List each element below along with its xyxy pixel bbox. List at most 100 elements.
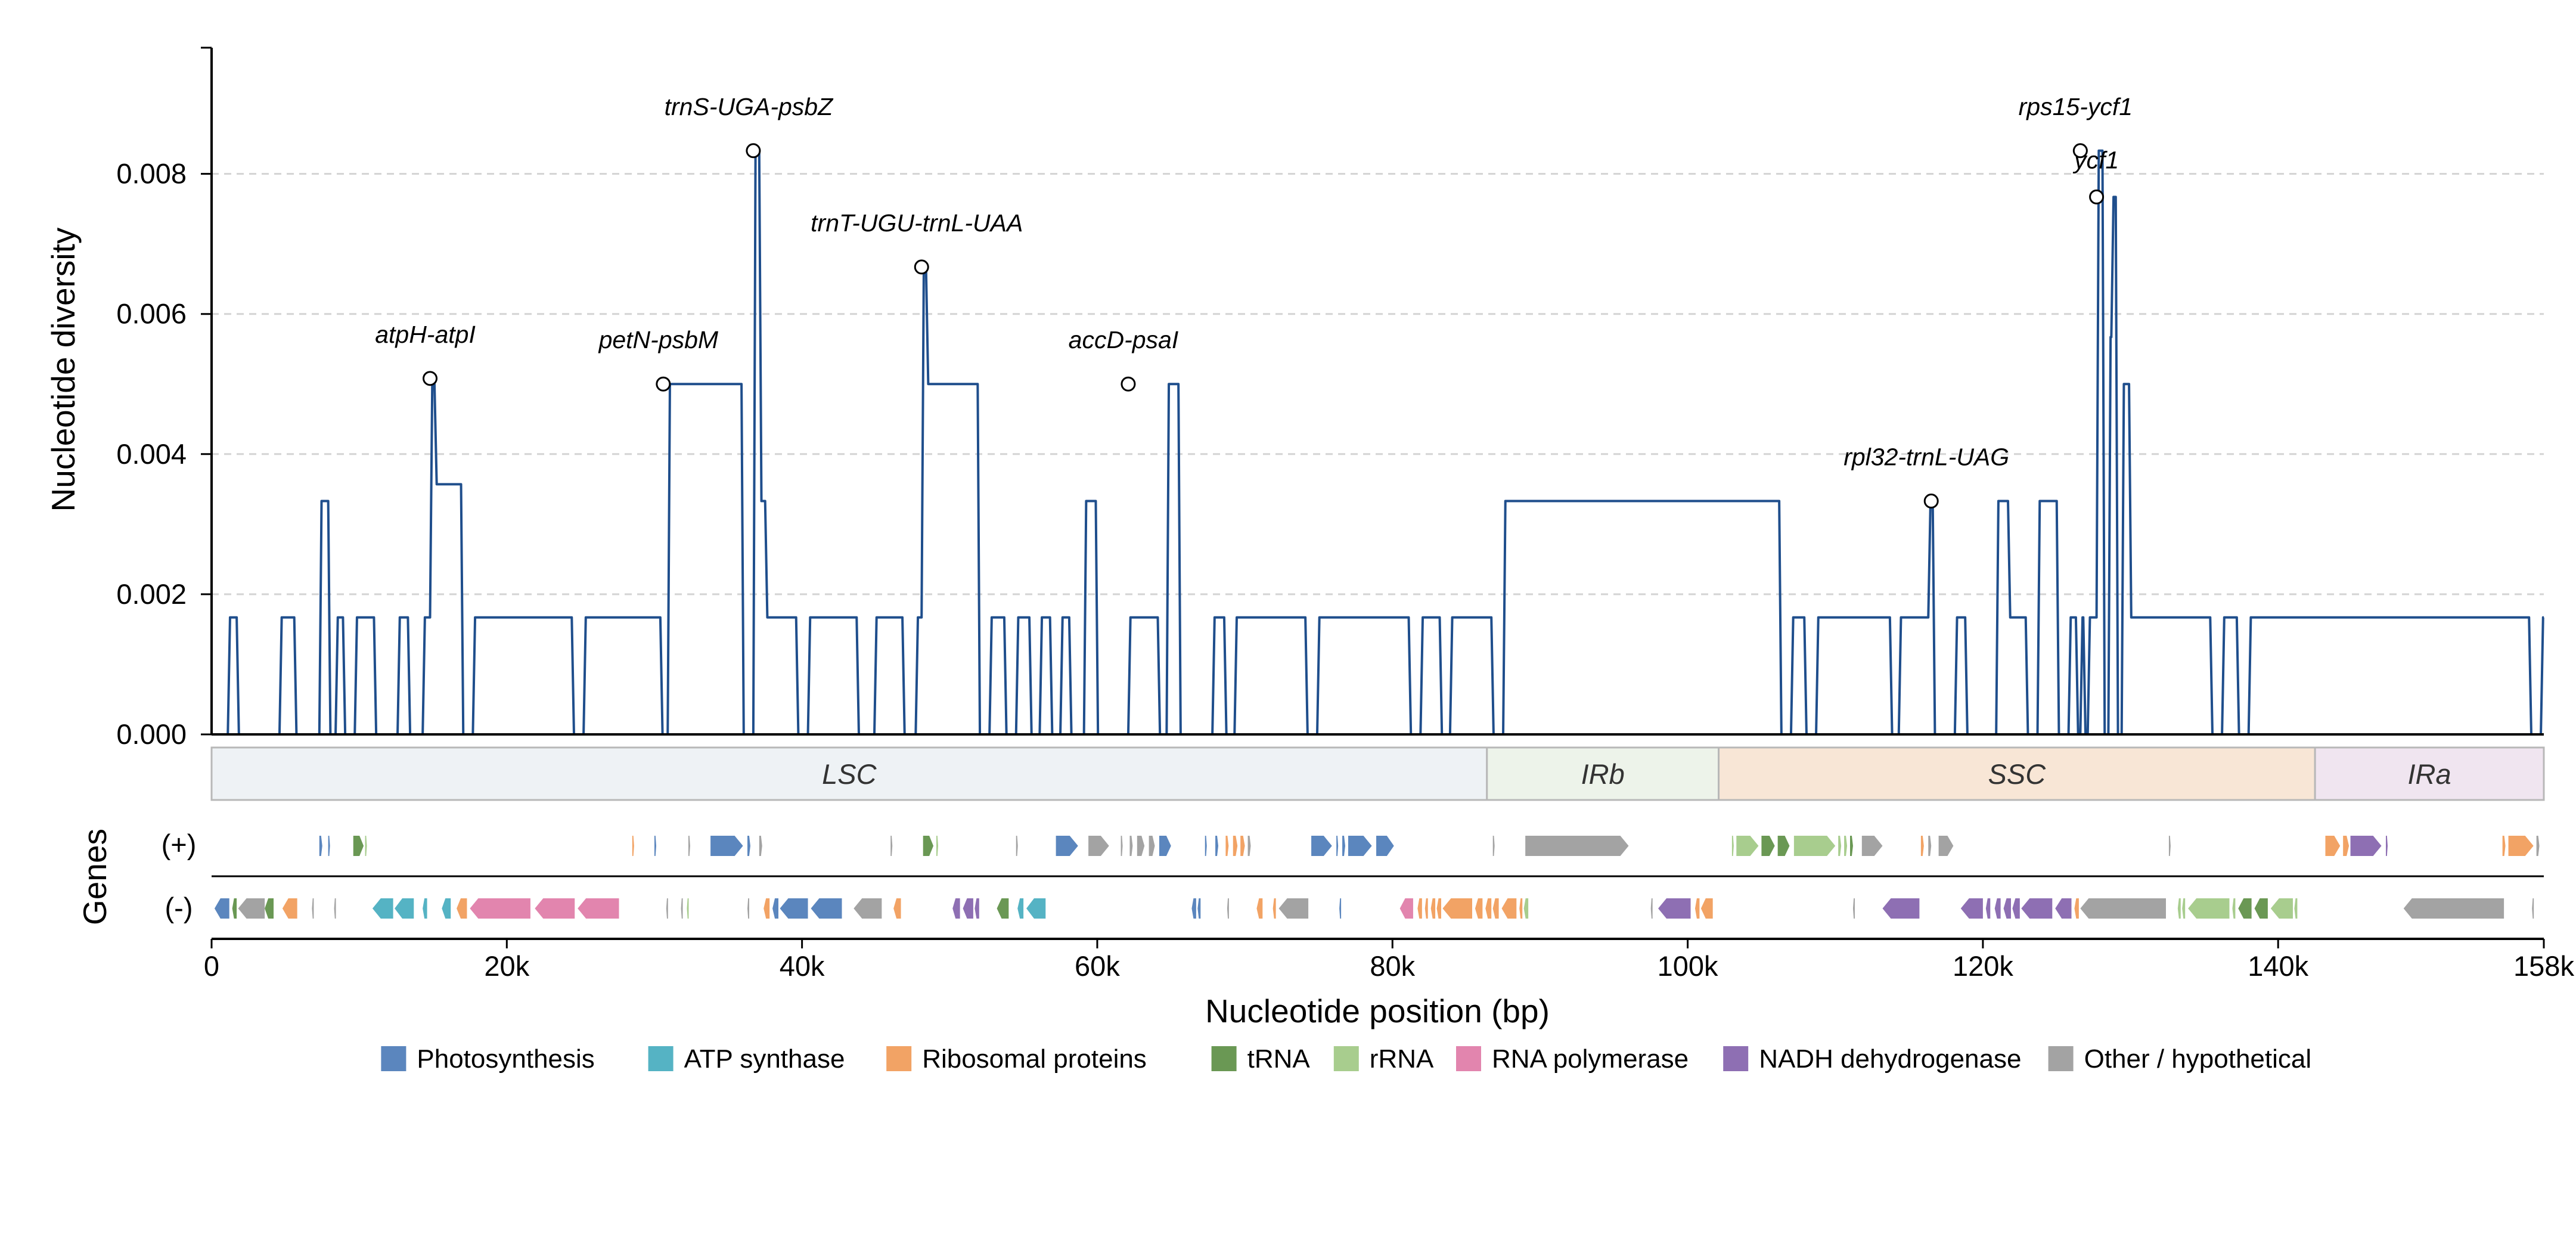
gene-plus	[1525, 836, 1629, 856]
x-tick-label: 158k	[2513, 950, 2574, 982]
gene-plus	[1149, 836, 1155, 856]
gene-minus	[2177, 898, 2181, 919]
gene-plus	[2508, 836, 2534, 856]
x-tick-label: 40k	[780, 950, 825, 982]
gene-plus	[936, 836, 939, 856]
gene-minus	[442, 898, 451, 919]
gene-minus	[1417, 898, 1422, 919]
gene-plus	[1731, 836, 1734, 856]
gene-minus	[2080, 898, 2166, 919]
legend-swatch-other	[2048, 1046, 2074, 1071]
peak-marker	[2089, 189, 2105, 204]
gene-minus	[1985, 898, 1991, 919]
gene-plus	[1920, 836, 1924, 856]
gene-minus	[470, 898, 530, 919]
minus-strand-label: (-)	[165, 892, 193, 923]
gene-plus	[632, 836, 634, 856]
x-axis-title: Nucleotide position (bp)	[1205, 993, 1550, 1029]
plus-strand-label: (+)	[162, 829, 197, 860]
peak-marker	[2072, 143, 2088, 159]
gene-plus	[1793, 836, 1836, 856]
gene-minus	[2294, 898, 2298, 919]
gene-minus	[1519, 898, 1523, 919]
gene-minus	[1197, 898, 1201, 919]
gene-minus	[457, 898, 467, 919]
legend-label-atp: ATP synthase	[684, 1044, 845, 1074]
region-ira	[2314, 746, 2545, 801]
gene-plus	[1492, 836, 1495, 856]
genes-axis-title: Genes	[76, 829, 113, 925]
gene-plus	[1233, 836, 1238, 856]
gene-plus	[1348, 836, 1372, 856]
legend-label-rrna: rRNA	[1370, 1044, 1434, 1074]
y-tick-label: 0.006	[116, 298, 187, 330]
gene-plus	[319, 836, 322, 856]
gene-plus	[1215, 836, 1219, 856]
x-tick-label: 20k	[484, 950, 529, 982]
gene-minus	[1700, 898, 1713, 919]
gene-minus	[687, 898, 689, 919]
gene-minus	[780, 898, 808, 919]
gene-plus	[1205, 836, 1207, 856]
gene-minus	[1430, 898, 1436, 919]
gene-minus	[312, 898, 314, 919]
gene-minus	[952, 898, 960, 919]
gene-minus	[1492, 898, 1499, 919]
gene-plus	[1777, 836, 1790, 856]
x-tick-label: 100k	[1658, 950, 1718, 982]
gene-minus	[1278, 898, 1309, 919]
gene-minus	[372, 898, 393, 919]
gene-minus	[1994, 898, 2001, 919]
gene-minus	[2238, 898, 2252, 919]
gene-plus	[1016, 836, 1018, 856]
peak-marker	[746, 143, 761, 159]
gene-plus	[654, 836, 656, 856]
legend-label-ndh: NADH dehydrogenase	[1759, 1044, 2021, 1074]
peak-markers: atpH-atpI petN-psbM trnS-UGA-psbZ trnT-UGU-…	[375, 93, 2133, 509]
gene-minus	[1399, 898, 1413, 919]
region-ssc	[1718, 746, 2316, 801]
gene-minus	[2270, 898, 2293, 919]
gene-plus	[688, 836, 690, 856]
gene-plus	[1376, 836, 1394, 856]
gene-minus	[666, 898, 668, 919]
gene-minus	[772, 898, 779, 919]
gene-plus	[1736, 836, 1759, 856]
gene-plus	[1247, 836, 1251, 856]
gene-plus	[2325, 836, 2341, 856]
gene-minus	[2188, 898, 2230, 919]
gene-plus	[2350, 836, 2382, 856]
gene-minus	[747, 898, 749, 919]
gene-minus	[997, 898, 1009, 919]
gridlines	[212, 173, 2544, 596]
x-tick-label: 60k	[1075, 950, 1120, 982]
gene-minus	[1852, 898, 1855, 919]
gene-plus	[365, 836, 367, 856]
legend-label-other: Other / hypothetical	[2084, 1044, 2312, 1074]
gene-plus	[1861, 836, 1883, 856]
gene-minus	[2074, 898, 2079, 919]
gene-plus	[1056, 836, 1078, 856]
gene-minus	[963, 898, 973, 919]
gene-minus	[2403, 898, 2504, 919]
peak-marker	[914, 259, 929, 275]
genome-region-band: LSC IRb SSC IRa	[210, 746, 2545, 801]
gene-plus	[1938, 836, 1954, 856]
gene-minus	[811, 898, 842, 919]
gene-minus	[395, 898, 414, 919]
gene-plus	[1311, 836, 1332, 856]
y-tick-label: 0.008	[116, 158, 187, 190]
region-label: IRa	[2407, 758, 2451, 790]
legend-label-rnap: RNA polymerase	[1492, 1044, 1689, 1074]
gene-minus	[764, 898, 770, 919]
legend-swatch-atp	[648, 1046, 674, 1071]
gene-plus	[2168, 836, 2171, 856]
gene-plus	[1240, 836, 1245, 856]
gene-minus	[423, 898, 427, 919]
gene-minus	[1273, 898, 1276, 919]
diversity-line	[212, 149, 2544, 736]
peak-marker	[1121, 376, 1136, 392]
gene-plus	[890, 836, 893, 856]
gene-minus	[2182, 898, 2186, 919]
